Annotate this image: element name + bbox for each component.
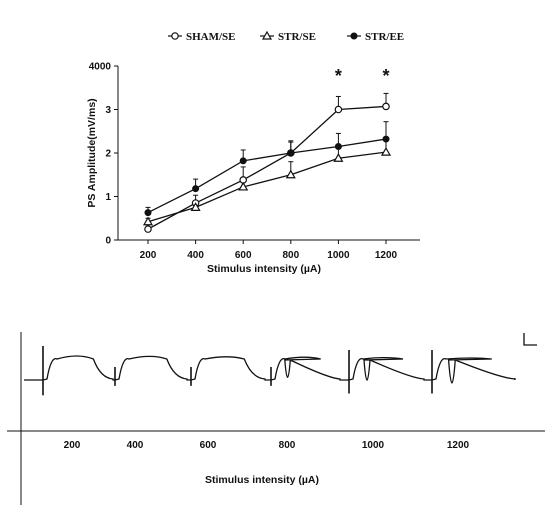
y-axis-title: PS Amplitude(mV/ms)	[86, 98, 98, 207]
x-tick-label: 200	[140, 250, 157, 261]
trace-label: 200	[64, 440, 81, 451]
series-line-str-se	[147, 151, 387, 223]
legend-item-str-se: STR/SE	[260, 30, 316, 43]
trace-panel: 200 400 600 800 1000 1200 Stimulus intensity …	[7, 332, 545, 505]
legend-label: STR/SE	[278, 31, 316, 43]
marker-str-se	[238, 181, 249, 191]
legend-item-str-ee: STR/EE	[347, 31, 404, 43]
significance-annotations: * *	[335, 66, 390, 86]
marker-str-se	[333, 153, 344, 162]
marker-str-se	[142, 216, 154, 226]
y-tick-label: 3	[105, 105, 111, 116]
error-bars	[145, 92, 389, 230]
legend: SHAM/SE STR/SE STR/EE	[168, 30, 404, 43]
series-line-str-ee	[147, 138, 387, 214]
significance-asterisk: *	[335, 66, 342, 86]
legend-marker-sham-se	[171, 32, 179, 40]
scale-bar-icon	[523, 333, 537, 346]
marker-str-se	[380, 146, 392, 156]
series-lines	[147, 105, 387, 230]
trace-x-axis-title: Stimulus intensity (µA)	[205, 474, 319, 486]
trace-label: 400	[127, 440, 144, 451]
x-tick-label: 400	[187, 250, 204, 261]
y-tick-label: 1	[105, 192, 111, 203]
x-ticks: 200 400 600 800 1000 1200	[140, 240, 398, 261]
marker-str-ee	[144, 209, 152, 217]
marker-sham-se	[382, 102, 390, 111]
marker-str-ee	[382, 135, 390, 143]
x-tick-label: 800	[282, 250, 299, 261]
trace-label: 800	[279, 440, 296, 451]
y-tick-label: 4000	[89, 62, 112, 73]
x-tick-label: 1000	[327, 250, 350, 261]
marker-str-ee	[239, 157, 247, 165]
legend-item-sham-se: SHAM/SE	[168, 31, 236, 43]
trace-label: 1200	[447, 440, 470, 451]
marker-str-ee	[334, 142, 342, 150]
x-axis-title: Stimulus intensity (µA)	[207, 263, 321, 275]
marker-str-ee	[192, 185, 200, 193]
y-ticks: 0 1 2 3 4000	[89, 62, 118, 247]
y-tick-label: 0	[105, 236, 111, 247]
legend-marker-str-ee	[350, 32, 358, 40]
trace-labels: 200 400 600 800 1000 1200	[64, 440, 470, 451]
x-tick-label: 600	[235, 250, 252, 261]
trace-label: 600	[200, 440, 217, 451]
marker-str-se	[285, 169, 296, 179]
y-tick-label: 2	[105, 149, 111, 160]
marker-str-ee	[287, 149, 295, 157]
marker-str-se	[190, 202, 201, 211]
legend-label: SHAM/SE	[186, 31, 236, 43]
trace-label: 1000	[362, 440, 385, 451]
series-markers	[142, 102, 392, 233]
significance-asterisk: *	[382, 66, 389, 86]
evoked-response-trace	[24, 355, 516, 384]
x-tick-label: 1200	[375, 250, 398, 261]
legend-label: STR/EE	[365, 31, 404, 43]
legend-marker-str-se	[261, 30, 273, 40]
marker-sham-se	[334, 105, 343, 114]
series-line-sham-se	[147, 105, 387, 230]
marker-sham-se	[144, 225, 152, 233]
stimulus-artifacts	[42, 346, 433, 396]
